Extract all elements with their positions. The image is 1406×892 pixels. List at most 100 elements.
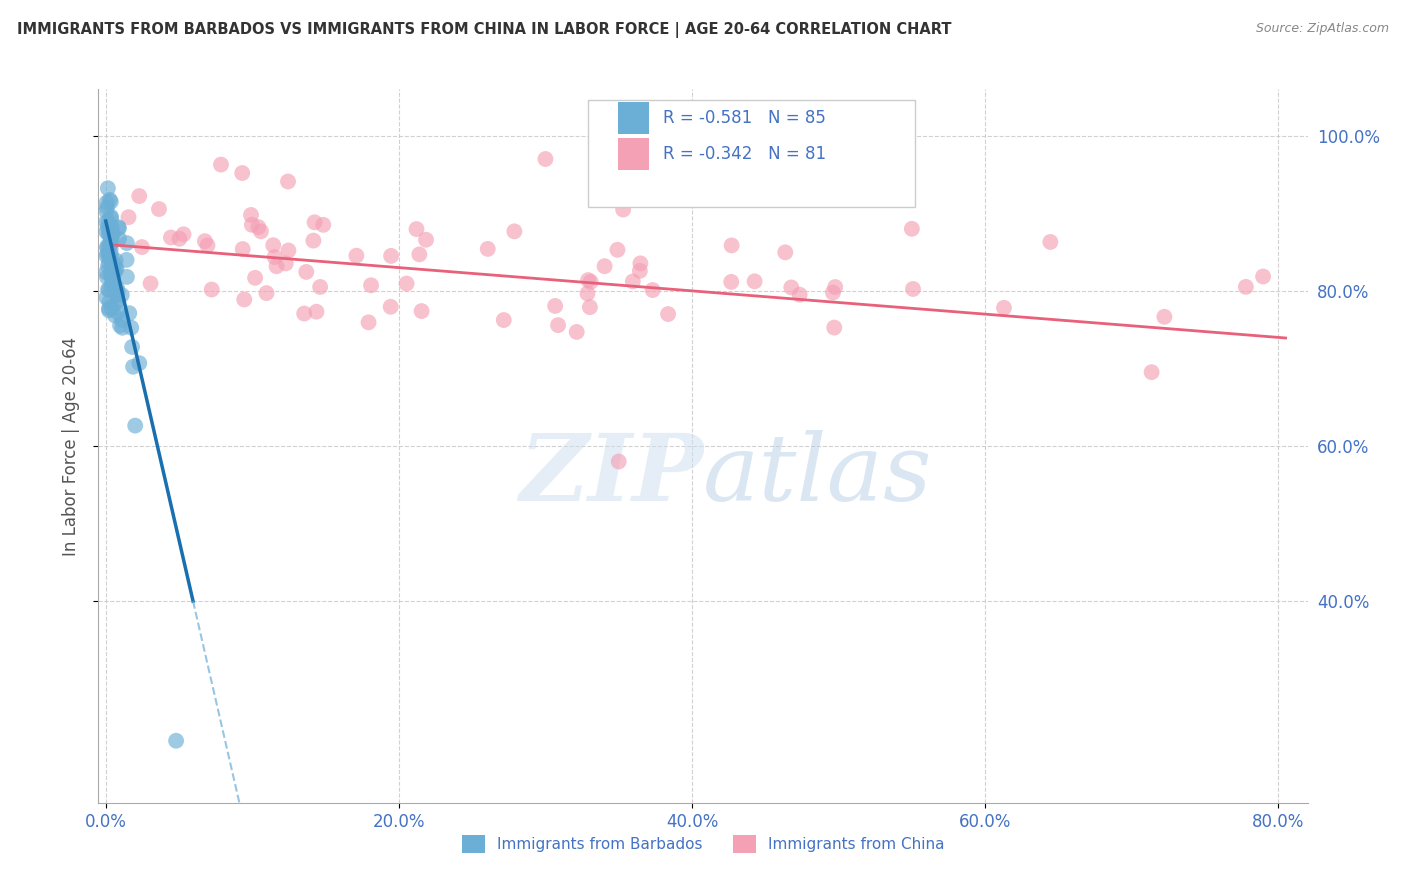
Point [411, 304, 433, 318]
Text: IMMIGRANTS FROM BARBADOS VS IMMIGRANTS FROM CHINA IN LABOR FORCE | AGE 20-64 COR: IMMIGRANTS FROM BARBADOS VS IMMIGRANTS F… [17, 22, 952, 38]
Point [1039, 235, 1062, 249]
Point [360, 278, 382, 293]
Point [262, 238, 284, 252]
FancyBboxPatch shape [619, 137, 648, 169]
Point [97, 220, 120, 235]
Point [101, 226, 124, 240]
Point [96, 195, 118, 210]
Point [97, 259, 120, 273]
Point [96, 239, 118, 253]
Point [901, 282, 924, 296]
Point [492, 313, 515, 327]
Text: ZIP: ZIP [519, 430, 703, 519]
Point [405, 222, 427, 236]
Point [612, 202, 634, 217]
Point [100, 194, 122, 209]
Point [395, 277, 418, 291]
Point [96, 241, 118, 255]
Point [160, 230, 183, 244]
Point [197, 238, 219, 252]
Point [96, 270, 118, 285]
Point [111, 288, 134, 302]
Point [534, 152, 557, 166]
Legend: Immigrants from Barbados, Immigrants from China: Immigrants from Barbados, Immigrants fro… [456, 829, 950, 859]
Point [108, 318, 131, 333]
Point [118, 306, 141, 320]
Point [117, 210, 139, 224]
Point [1140, 365, 1163, 379]
Point [105, 288, 128, 302]
Point [309, 280, 332, 294]
Point [97, 227, 120, 242]
Point [108, 232, 131, 246]
Point [104, 297, 127, 311]
Point [104, 261, 127, 276]
Point [98, 303, 121, 318]
Point [103, 268, 125, 282]
Point [115, 252, 138, 267]
Point [720, 275, 742, 289]
Point [98, 222, 121, 236]
Point [96, 291, 118, 305]
Point [100, 279, 122, 293]
Point [98, 193, 121, 207]
Point [304, 215, 326, 229]
Point [165, 733, 187, 747]
Text: R = -0.342   N = 81: R = -0.342 N = 81 [664, 145, 827, 162]
Point [380, 249, 402, 263]
Point [901, 222, 924, 236]
Point [657, 307, 679, 321]
Point [98, 283, 121, 297]
Point [115, 236, 138, 251]
Point [169, 232, 191, 246]
Point [993, 301, 1015, 315]
Point [101, 220, 124, 235]
Point [107, 293, 129, 308]
Point [415, 233, 437, 247]
Point [104, 253, 127, 268]
Point [628, 264, 651, 278]
Point [744, 274, 766, 288]
Point [105, 261, 128, 276]
Point [139, 277, 162, 291]
Point [302, 234, 325, 248]
Point [408, 247, 430, 261]
Point [96, 265, 118, 279]
Point [115, 269, 138, 284]
Point [104, 266, 127, 280]
Point [544, 299, 567, 313]
Point [105, 283, 128, 297]
Point [111, 313, 134, 327]
Point [576, 273, 599, 287]
Point [128, 356, 150, 370]
Point [97, 282, 120, 296]
Point [100, 228, 122, 243]
Point [607, 454, 630, 468]
Text: atlas: atlas [703, 430, 932, 519]
Point [98, 226, 121, 240]
Point [107, 220, 129, 235]
FancyBboxPatch shape [619, 102, 648, 134]
Point [100, 224, 122, 238]
Point [201, 283, 224, 297]
Point [295, 265, 318, 279]
Point [100, 242, 122, 256]
Point [263, 250, 285, 264]
Point [98, 251, 121, 265]
Point [593, 259, 616, 273]
Point [107, 285, 129, 300]
Point [266, 260, 288, 274]
Point [194, 234, 217, 248]
Point [477, 242, 499, 256]
Point [277, 174, 299, 188]
Point [274, 256, 297, 270]
Point [100, 232, 122, 246]
Point [128, 189, 150, 203]
Point [173, 227, 195, 242]
Text: R = -0.581   N = 85: R = -0.581 N = 85 [664, 109, 825, 127]
Point [98, 295, 121, 310]
Point [101, 258, 124, 272]
Point [100, 269, 122, 284]
Point [576, 286, 599, 301]
Point [105, 281, 128, 295]
